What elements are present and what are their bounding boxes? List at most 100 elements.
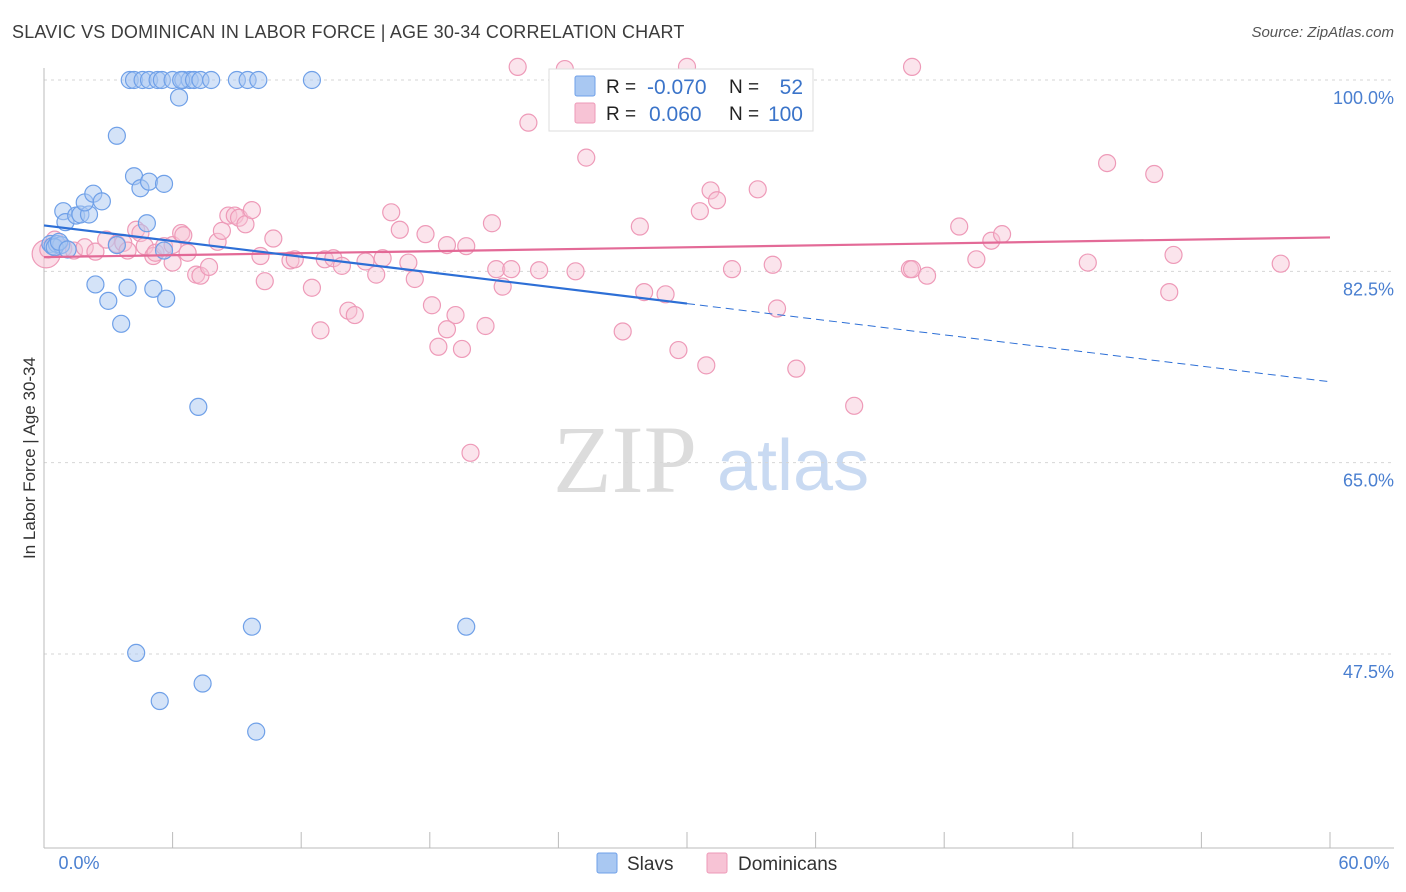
slavs-point [193,674,212,693]
slavs-point [169,88,189,107]
dominicans-point [635,283,654,302]
stats-legend: R = -0.070 N = 52 R = 0.060 N = 100 [548,68,814,132]
legend-n-value-dominicans: 100 [768,103,803,126]
slavs-point [302,70,322,90]
dominicans-point [502,260,521,279]
dominicans-point [302,278,322,297]
legend-n-label-slavs: N = [729,77,759,98]
dominicans-point [656,285,675,304]
slavs-point [118,278,137,297]
dominicans-point [476,316,495,336]
dominicans-point [437,320,457,339]
slavs-point [58,240,77,259]
dominicans-point [242,201,262,220]
dominicans-point [519,113,538,132]
dominicans-point [917,266,937,285]
dominicans-point [382,203,401,222]
slavs-point [99,291,118,310]
legend-r-value-slavs: -0.070 [647,76,707,99]
trend-lines [43,224,1331,383]
dominicans-point [482,214,502,233]
watermark-atlas: atlas [717,426,869,506]
dominicans-point [566,262,585,281]
watermark-zip: ZIP [553,406,697,513]
y-tick-label: 65.0% [1343,471,1394,491]
slavs-point [247,722,266,741]
slavs-point [107,235,126,255]
slavs-point [107,126,126,145]
dominicans-point [690,202,709,221]
dominicans-point [212,221,231,240]
dominicans-point [613,322,632,341]
dominicans-point [367,265,386,284]
dominicans-point [508,57,527,76]
dominicans-point [405,269,424,289]
x-ticks [43,832,1331,848]
dominicans-point [178,243,197,262]
dominicans-point [707,191,727,210]
bottom-legend-swatch-slavs [596,852,618,874]
legend-r-value-dominicans: 0.060 [649,103,702,126]
dominicans-point [697,356,716,375]
gridlines [44,79,1394,655]
dominicans-point [457,237,476,256]
legend-r-label-dominicans: R = [606,104,636,125]
watermark: ZIP atlas [553,406,869,513]
dominicans-point [487,260,506,279]
dominicans-point [1271,254,1290,273]
slavs-point [457,617,476,636]
dominicans-point [219,206,238,225]
dominicans-point [982,231,1001,250]
dominicans-point [461,443,480,462]
bottom-legend-label-slavs: Slavs [627,854,673,875]
slavs-point [157,289,176,308]
slavs-point [127,643,146,663]
dominicans-point [264,229,283,248]
slavs-points [41,70,476,741]
x-tick-label-min: 0.0% [58,853,99,873]
slavs-point [112,314,131,333]
slavs-point [249,70,268,90]
source-credit: Source: ZipAtlas.com [1251,24,1394,41]
dominicans-point [845,396,864,415]
slavs-point [144,279,163,298]
legend-swatch-dominicans [574,102,596,124]
dominicans-point [345,305,364,325]
legend-swatch-slavs [574,75,596,97]
dominicans-point [992,225,1012,244]
dominicans-point [763,255,782,274]
dominicans-point [787,359,806,378]
dominicans-point [429,337,448,356]
dominicans-point [722,260,742,279]
dominicans-point [701,181,720,200]
slavs-point [189,397,208,417]
bottom-legend-label-dominicans: Dominicans [738,854,837,875]
dominicans-point [967,250,986,269]
slavs-point [86,275,105,294]
slavs-point [242,617,262,636]
legend-n-label-dominicans: N = [729,104,759,125]
y-tick-labels: 47.5% 65.0% 82.5% 100.0% [1333,88,1394,682]
dominicans-point [390,220,409,239]
slavs-trend-line [43,224,688,305]
dominicans-point [311,321,330,340]
dominicans-point [437,235,457,255]
slavs-point [150,691,169,711]
dominicans-point [530,261,549,280]
dominicans-point [452,339,472,359]
dominicans-point [422,296,442,315]
dominicans-point [1145,164,1164,184]
dominicans-point [669,340,688,360]
dominicans-point [950,217,969,236]
legend-r-label-slavs: R = [606,77,636,98]
x-tick-label-max: 60.0% [1338,853,1389,873]
dominicans-point [902,260,922,279]
dominicans-point [630,217,649,236]
y-tick-label: 82.5% [1343,279,1394,299]
dominicans-point [767,299,787,318]
slavs-point [154,241,174,260]
series-legend: Slavs Dominicans [596,852,837,875]
dominicans-point [1160,283,1179,302]
slavs-point [139,172,159,191]
